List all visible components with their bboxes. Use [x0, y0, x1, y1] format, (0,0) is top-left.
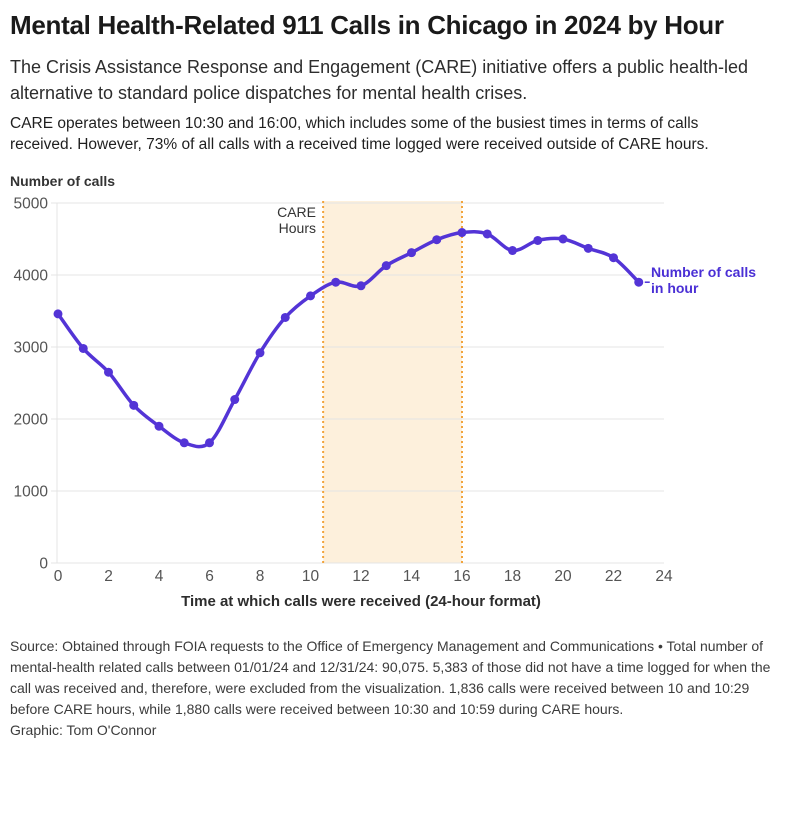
x-axis-title: Time at which calls were received (24-ho…	[181, 593, 541, 610]
care-hours-label-line2: Hours	[278, 220, 316, 236]
data-point-hour-23[interactable]	[634, 277, 644, 287]
y-tick-label-3000: 3000	[14, 340, 49, 357]
y-tick-label-0: 0	[39, 556, 48, 573]
data-point-hour-1[interactable]	[78, 343, 88, 353]
x-tick-label-0: 0	[54, 568, 63, 585]
y-tick-label-4000: 4000	[14, 268, 49, 285]
data-point-hour-9[interactable]	[280, 312, 290, 322]
data-point-hour-16[interactable]	[457, 228, 467, 238]
data-point-hour-7[interactable]	[230, 395, 240, 405]
chart-card: Mental Health-Related 911 Calls in Chica…	[0, 0, 795, 741]
data-point-hour-3[interactable]	[129, 400, 139, 410]
data-point-hour-8[interactable]	[255, 348, 265, 358]
data-point-hour-10[interactable]	[306, 291, 315, 301]
data-point-hour-19[interactable]	[533, 235, 543, 245]
data-point-hour-11[interactable]	[331, 277, 341, 287]
data-point-hour-0[interactable]	[53, 309, 63, 319]
data-point-hour-12[interactable]	[356, 281, 366, 291]
series-label-line1: Number of calls	[651, 264, 757, 280]
series-label-line2: in hour	[651, 279, 699, 296]
x-tick-label-10: 10	[302, 568, 320, 585]
x-tick-label-6: 6	[205, 568, 214, 585]
y-tick-label-2000: 2000	[14, 412, 49, 429]
x-tick-label-8: 8	[256, 568, 265, 585]
x-tick-label-12: 12	[352, 568, 369, 585]
x-tick-label-20: 20	[554, 568, 572, 585]
page-title: Mental Health-Related 911 Calls in Chica…	[10, 10, 724, 40]
chart-area: Number of calls 0 1000 2000 3000 4000 5000 0 2 4…	[0, 173, 795, 610]
data-point-hour-4[interactable]	[154, 421, 164, 431]
x-tick-label-22: 22	[605, 568, 622, 585]
data-point-hour-13[interactable]	[381, 261, 391, 271]
care-hours-label-line1: CARE	[277, 204, 316, 220]
care-hours-label: CARE Hours	[277, 204, 316, 236]
source-note: Source: Obtained through FOIA requests t…	[10, 638, 771, 717]
data-point-hour-22[interactable]	[609, 253, 618, 263]
footer: Source: Obtained through FOIA requests t…	[0, 610, 782, 741]
x-tick-label-4: 4	[155, 568, 164, 585]
graphic-credit: Graphic: Tom O'Connor	[10, 722, 157, 738]
x-tick-label-18: 18	[504, 568, 521, 585]
chart-subtitle: The Crisis Assistance Response and Engag…	[10, 57, 749, 103]
care-hours-band	[323, 201, 462, 563]
data-point-hour-14[interactable]	[407, 248, 416, 258]
data-point-hour-6[interactable]	[205, 438, 214, 448]
x-tick-label-2: 2	[104, 568, 113, 585]
data-point-hour-18[interactable]	[508, 246, 517, 256]
data-point-hour-20[interactable]	[558, 234, 568, 244]
header: Mental Health-Related 911 Calls in Chica…	[0, 0, 795, 155]
data-point-hour-5[interactable]	[179, 438, 189, 448]
data-point-hour-2[interactable]	[104, 367, 113, 377]
data-point-hour-15[interactable]	[432, 235, 442, 245]
y-tick-label-5000: 5000	[14, 196, 49, 213]
data-point-hour-21[interactable]	[583, 243, 593, 253]
x-tick-label-16: 16	[453, 568, 470, 585]
chart-description: CARE operates between 10:30 and 16:00, w…	[10, 115, 709, 153]
x-tick-label-14: 14	[403, 568, 421, 585]
y-tick-label-1000: 1000	[14, 484, 49, 501]
y-axis-title: Number of calls	[10, 173, 116, 189]
series-label: Number of calls in hour	[651, 264, 757, 296]
data-point-hour-17[interactable]	[482, 229, 492, 239]
plot-area: 0 1000 2000 3000 4000 5000 0 2 4 6 8 10 12 14 16 18 20 22…	[0, 191, 795, 591]
x-tick-label-24: 24	[655, 568, 673, 585]
